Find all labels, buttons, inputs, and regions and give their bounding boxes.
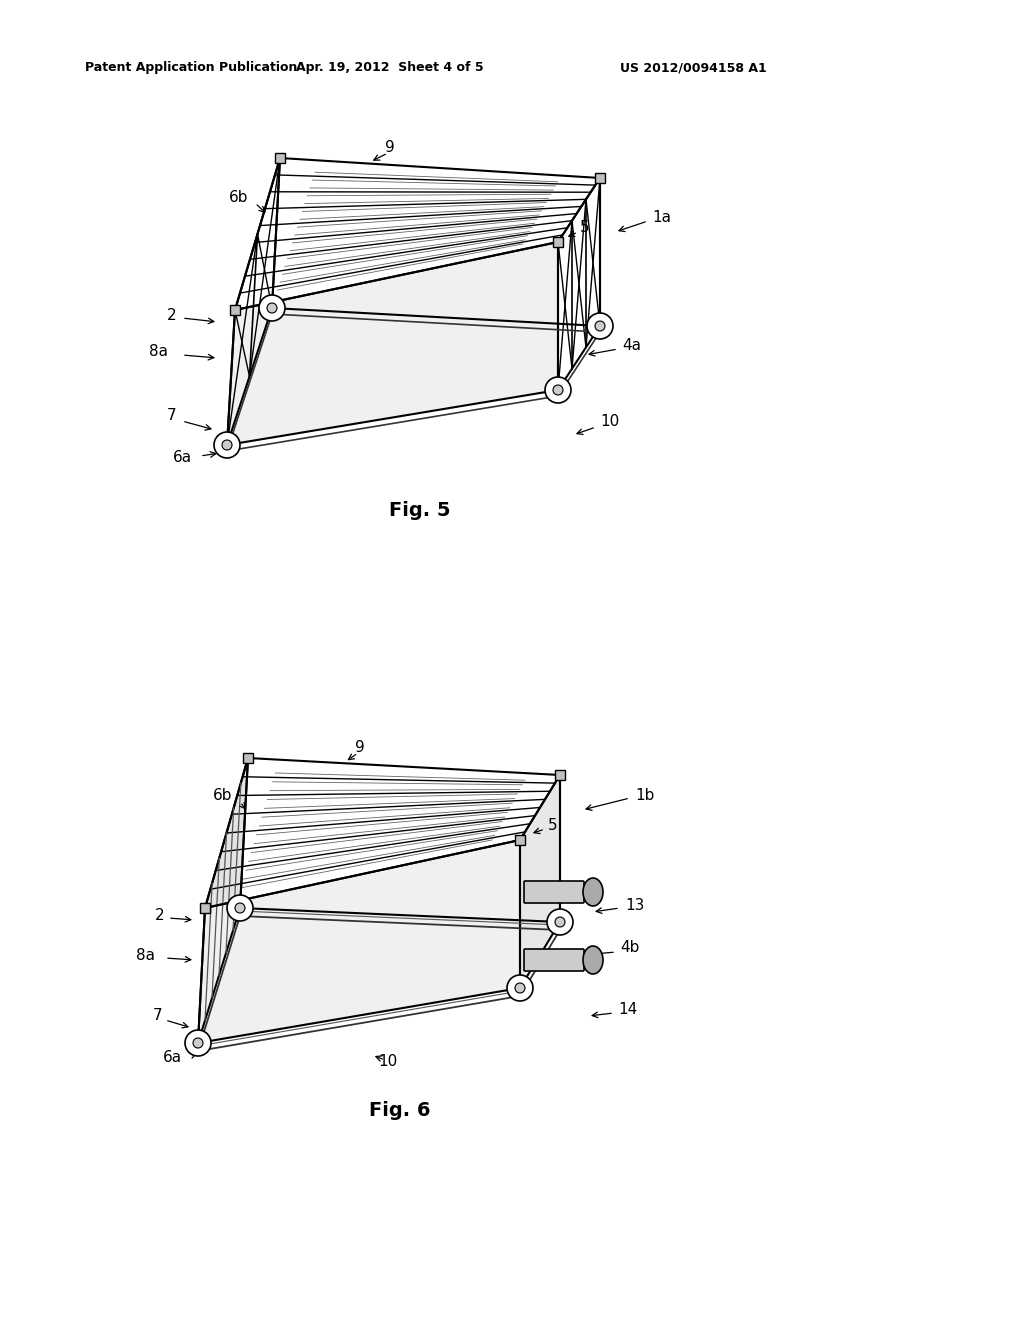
Ellipse shape: [583, 946, 603, 974]
Text: 14: 14: [618, 1002, 637, 1018]
Bar: [553, 238, 563, 247]
Polygon shape: [520, 775, 560, 987]
Bar: [243, 752, 253, 763]
Text: Patent Application Publication: Patent Application Publication: [85, 62, 297, 74]
Bar: [515, 836, 525, 845]
Circle shape: [267, 304, 278, 313]
Circle shape: [587, 313, 613, 339]
Text: 4b: 4b: [620, 940, 639, 956]
Polygon shape: [198, 840, 520, 1043]
Circle shape: [595, 321, 605, 331]
Bar: [275, 153, 285, 162]
Text: 4a: 4a: [622, 338, 641, 352]
Text: 6b: 6b: [213, 788, 232, 804]
Text: Apr. 19, 2012  Sheet 4 of 5: Apr. 19, 2012 Sheet 4 of 5: [296, 62, 483, 74]
Bar: [555, 770, 565, 780]
Circle shape: [553, 385, 563, 395]
Circle shape: [222, 440, 232, 450]
Text: 9: 9: [355, 741, 365, 755]
Text: 9: 9: [385, 140, 395, 156]
Bar: [230, 305, 240, 315]
Text: 8a: 8a: [136, 948, 155, 962]
Circle shape: [507, 975, 534, 1001]
Circle shape: [185, 1030, 211, 1056]
Text: 7: 7: [167, 408, 177, 422]
Polygon shape: [198, 758, 248, 1043]
FancyBboxPatch shape: [524, 880, 584, 903]
Text: 6a: 6a: [163, 1051, 182, 1065]
Text: Fig. 5: Fig. 5: [389, 500, 451, 520]
Text: 1a: 1a: [652, 210, 671, 226]
Bar: [595, 173, 605, 183]
Text: 5: 5: [548, 817, 558, 833]
Text: Fig. 6: Fig. 6: [370, 1101, 431, 1119]
Bar: [200, 903, 210, 913]
Text: 1b: 1b: [635, 788, 654, 803]
Text: 2: 2: [167, 308, 177, 322]
Text: 10: 10: [600, 414, 620, 429]
Circle shape: [259, 294, 285, 321]
Circle shape: [193, 1038, 203, 1048]
Text: 2: 2: [156, 908, 165, 923]
Text: 5: 5: [580, 220, 590, 235]
Circle shape: [227, 895, 253, 921]
Circle shape: [555, 917, 565, 927]
Circle shape: [234, 903, 245, 913]
Ellipse shape: [583, 878, 603, 906]
FancyBboxPatch shape: [524, 949, 584, 972]
Text: 6a: 6a: [173, 450, 193, 466]
Text: 10: 10: [379, 1055, 397, 1069]
Text: 13: 13: [625, 898, 644, 912]
Circle shape: [545, 378, 571, 403]
Text: 6b: 6b: [228, 190, 248, 206]
Text: 7: 7: [154, 1007, 163, 1023]
Circle shape: [515, 983, 525, 993]
Circle shape: [547, 909, 573, 935]
Polygon shape: [227, 242, 558, 445]
Text: US 2012/0094158 A1: US 2012/0094158 A1: [620, 62, 767, 74]
Text: 8a: 8a: [150, 345, 168, 359]
Circle shape: [214, 432, 240, 458]
